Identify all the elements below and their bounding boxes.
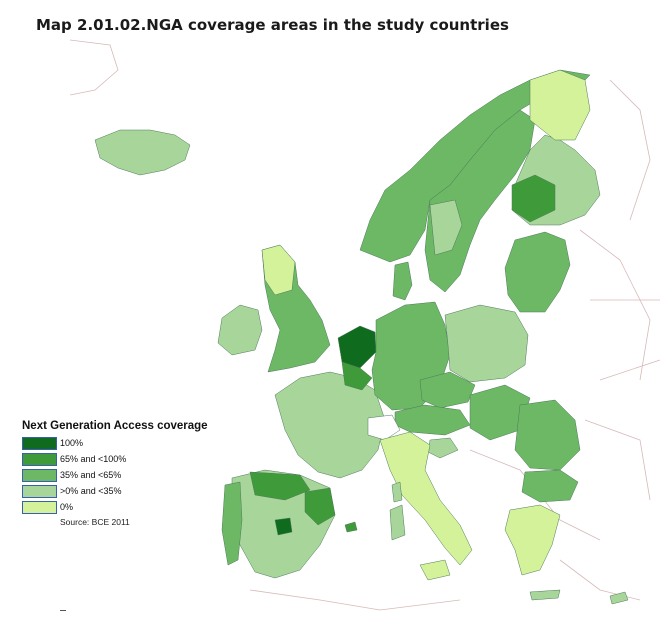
region-ireland [217,304,263,356]
region-balearics [344,521,358,533]
legend-label: 100% [60,438,84,448]
legend-label: 35% and <65% [60,470,122,480]
legend-item: 0% [22,499,208,515]
legend-label: >0% and <35% [60,486,122,496]
region-iceland [94,129,191,176]
bottom-mark [60,610,66,611]
region-sweden-south [429,199,463,256]
region-sardinia [389,504,406,541]
legend-source: Source: BCE 2011 [60,517,130,527]
region-baltics [504,231,571,313]
region-bulgaria [521,469,579,503]
map-title: Map 2.01.02.NGA coverage areas in the st… [36,16,509,34]
region-portugal [221,481,243,566]
region-finland-south [511,174,556,223]
region-switzerland [367,414,401,441]
region-czech [419,371,476,409]
legend-swatch [22,436,57,450]
region-italy [379,431,473,566]
region-poland [444,304,529,383]
region-slovenia [427,437,459,459]
legend-swatch [22,500,57,514]
legend-item: >0% and <35% [22,483,208,499]
region-madrid [274,517,293,536]
region-crete [529,589,561,601]
legend-item: 100% [22,435,208,451]
legend-swatch [22,452,57,466]
region-scotland [261,244,296,296]
region-denmark [392,261,413,301]
region-romania [514,399,581,471]
region-catalonia [304,487,336,526]
legend-item: 35% and <65% [22,467,208,483]
region-lapland [529,69,591,141]
region-cyprus [609,591,629,605]
legend-label: 0% [60,502,74,512]
region-spain-north [249,471,311,501]
region-sicily [419,559,451,581]
region-france [274,371,386,479]
region-netherlands [337,325,377,369]
legend-title: Next Generation Access coverage [22,420,208,432]
region-austria [394,404,471,436]
legend-swatch [22,484,57,498]
region-greece [504,504,561,576]
region-belgium [341,361,373,391]
legend-label: 65% and <100% [60,454,127,464]
legend-item: 65% and <100% [22,451,208,467]
map-legend: Next Generation Access coverage 100% 65%… [22,420,208,527]
legend-swatch [22,468,57,482]
region-corsica [391,481,403,503]
